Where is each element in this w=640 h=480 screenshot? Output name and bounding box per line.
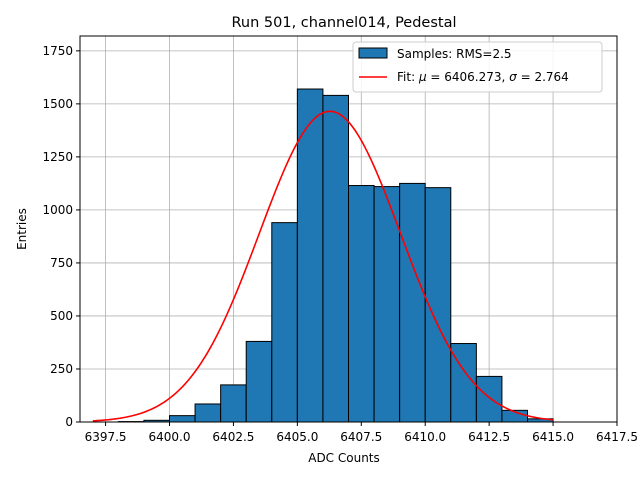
y-tick-label: 250	[50, 362, 73, 376]
y-tick-label: 1500	[42, 97, 73, 111]
legend-samples-swatch	[358, 47, 388, 59]
x-tick-label: 6415.0	[532, 430, 574, 444]
x-tick-label: 6417.5	[596, 430, 638, 444]
fit-curve	[92, 110, 554, 422]
x-tick-label: 6407.5	[340, 430, 382, 444]
histogram-bar	[194, 403, 222, 423]
histogram-bar	[348, 185, 375, 423]
y-axis-label: Entries	[15, 208, 29, 250]
plot-frame	[79, 35, 618, 423]
histogram-bars	[117, 88, 554, 423]
histogram-bar	[220, 384, 247, 423]
x-axis-label: ADC Counts	[308, 451, 380, 465]
fit-curve-group	[92, 110, 554, 422]
histogram-bar	[475, 375, 503, 423]
y-tick-label: 1250	[42, 150, 73, 164]
legend-box	[352, 41, 603, 93]
y-axis-ticks: 0 250 500 750 1000 1250 1500 1750	[42, 44, 80, 429]
histogram-bar	[245, 340, 273, 423]
histogram-bar	[271, 222, 298, 423]
x-tick-label: 6412.5	[468, 430, 510, 444]
legend-fit-label: Fit: μ = 6406.273, σ = 2.764	[397, 70, 569, 84]
legend-samples-label: Samples: RMS=2.5	[397, 47, 512, 61]
y-tick-label: 0	[65, 415, 73, 429]
histogram-bar	[322, 94, 349, 423]
x-tick-label: 6410.0	[404, 430, 446, 444]
chart-title: Run 501, channel014, Pedestal	[231, 15, 456, 31]
histogram-bar	[296, 88, 324, 423]
x-tick-label: 6402.5	[212, 430, 254, 444]
histogram-bar	[399, 182, 426, 423]
x-tick-label: 6405.0	[276, 430, 318, 444]
y-tick-label: 500	[50, 309, 73, 323]
legend: Samples: RMS=2.5 Fit: μ = 6406.273, σ = …	[352, 41, 603, 93]
x-tick-label: 6400.0	[149, 430, 191, 444]
x-axis-ticks: 6397.5 6400.0 6402.5 6405.0 6407.5 6410.0 6412…	[85, 422, 638, 444]
x-tick-label: 6397.5	[85, 430, 127, 444]
histogram-bar	[169, 415, 196, 423]
y-tick-label: 1000	[42, 203, 73, 217]
y-tick-label: 750	[50, 256, 73, 270]
y-tick-label: 1750	[42, 44, 73, 58]
